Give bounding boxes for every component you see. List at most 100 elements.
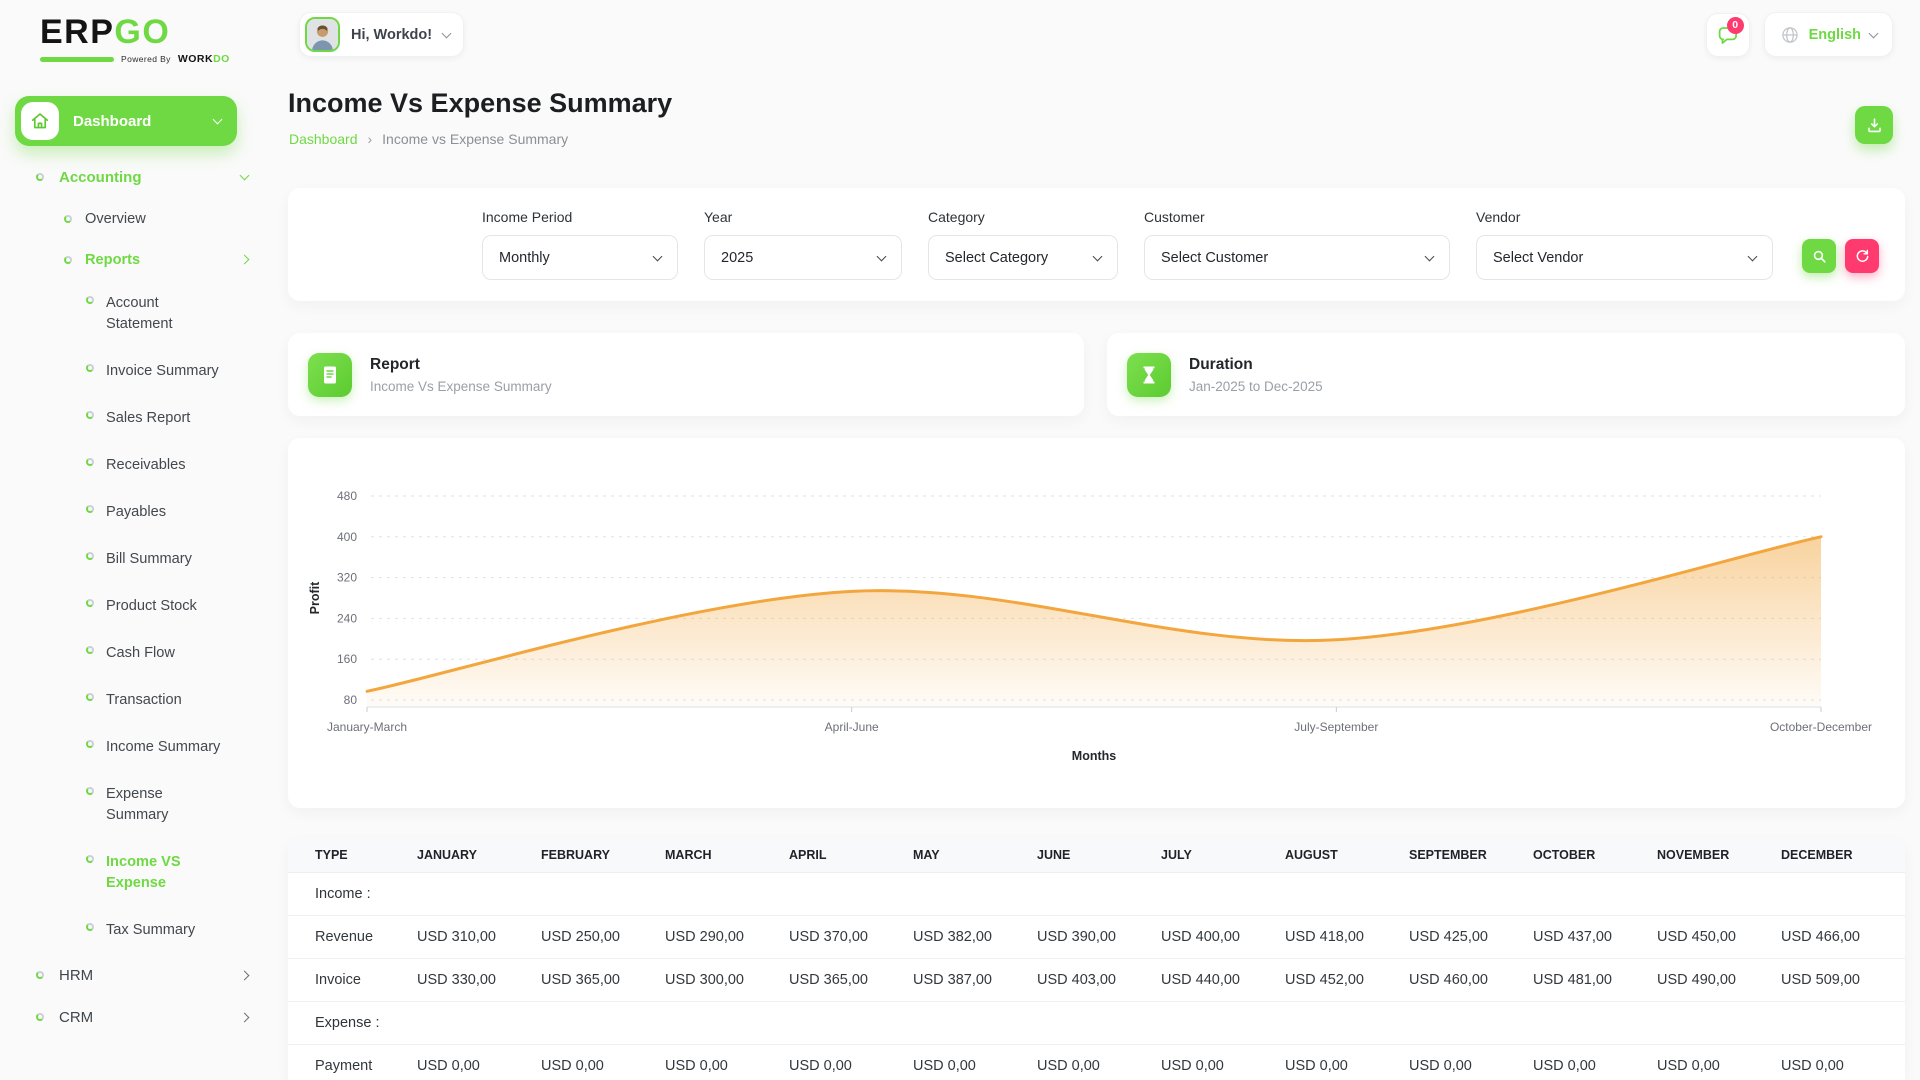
sidebar-item-label: Invoice Summary <box>106 363 219 379</box>
refresh-icon <box>1856 249 1868 262</box>
sidebar-item-income-summary[interactable]: Income Summary <box>0 724 270 771</box>
svg-text:July-September: July-September <box>1294 720 1378 734</box>
sidebar-item-crm[interactable]: CRM <box>0 996 270 1038</box>
card-title: Duration <box>1189 355 1253 373</box>
table-cell: USD 460,00 <box>1409 958 1533 1002</box>
vendor-select[interactable]: Select Vendor <box>1476 235 1773 280</box>
sidebar-nav: Accounting Overview Reports Account Stat… <box>0 156 270 1038</box>
card-subtitle: Jan-2025 to Dec-2025 <box>1189 378 1323 394</box>
sidebar-item-income-vs-expense[interactable]: Income VS Expense <box>0 839 270 907</box>
table-header: MAY <box>913 838 1037 873</box>
year-select[interactable]: 2025 <box>704 235 902 280</box>
sidebar-item-invoice-summary[interactable]: Invoice Summary <box>0 348 270 395</box>
language-selector[interactable]: English <box>1763 12 1893 57</box>
bullet-icon <box>86 599 94 607</box>
table-cell: USD 425,00 <box>1409 915 1533 959</box>
table-cell: USD 400,00 <box>1161 915 1285 959</box>
export-button[interactable] <box>1855 106 1893 144</box>
bullet-icon <box>86 855 94 863</box>
table-header: DECEMBER <box>1781 838 1905 873</box>
table-cell: USD 0,00 <box>1161 1044 1285 1080</box>
filter-label: Category <box>928 209 985 225</box>
table-cell: USD 0,00 <box>1285 1044 1409 1080</box>
table-section-row: Income : <box>288 872 1905 916</box>
chevron-down-icon <box>1424 251 1435 261</box>
table-row: Payment USD 0,00 USD 0,00 USD 0,00 USD 0,00 U… <box>288 1044 1905 1080</box>
bullet-icon <box>86 296 94 304</box>
chart-panel: 80 160 240 320 400 480 January-March April-June… <box>288 438 1905 808</box>
category-select[interactable]: Select Category <box>928 235 1118 280</box>
sidebar-item-label: Transaction <box>106 692 182 708</box>
table-cell: USD 370,00 <box>789 915 913 959</box>
sidebar-item-cash-flow[interactable]: Cash Flow <box>0 630 270 677</box>
greeting-label: Hi, Workdo! <box>351 26 433 43</box>
bullet-icon <box>86 458 94 466</box>
sidebar-item-receivables[interactable]: Receivables <box>0 442 270 489</box>
user-menu[interactable]: Hi, Workdo! <box>299 12 465 57</box>
page-title: Income Vs Expense Summary <box>288 88 673 118</box>
sidebar-item-transaction[interactable]: Transaction <box>0 677 270 724</box>
table-cell: USD 0,00 <box>1781 1044 1905 1080</box>
filter-label: Customer <box>1144 209 1205 225</box>
sidebar-item-label: Payables <box>106 504 167 520</box>
svg-text:January-March: January-March <box>327 720 407 734</box>
breadcrumb-dashboard-link[interactable]: Dashboard <box>289 131 358 147</box>
table-section-label: Income : <box>288 872 1905 916</box>
customer-select[interactable]: Select Customer <box>1144 235 1450 280</box>
sidebar-item-account-statement[interactable]: Account Statement <box>0 280 270 348</box>
table-cell: USD 330,00 <box>417 958 541 1002</box>
sidebar-item-accounting[interactable]: Accounting <box>0 156 270 198</box>
notifications-button[interactable]: 0 <box>1705 12 1750 57</box>
sidebar-item-payables[interactable]: Payables <box>0 489 270 536</box>
table-cell: USD 490,00 <box>1657 958 1781 1002</box>
sidebar-item-overview[interactable]: Overview <box>0 198 270 239</box>
bullet-icon <box>86 552 94 560</box>
table-cell: USD 365,00 <box>789 958 913 1002</box>
selected-value: 2025 <box>721 249 754 266</box>
brand-logo[interactable]: ERPGO Powered By WORKDO <box>40 14 230 65</box>
table-cell: USD 403,00 <box>1037 958 1161 1002</box>
table-cell: USD 300,00 <box>665 958 789 1002</box>
sidebar-item-dashboard[interactable]: Dashboard <box>15 96 237 146</box>
table-row-label: Invoice <box>288 958 417 1002</box>
table-cell: USD 450,00 <box>1657 915 1781 959</box>
sidebar-item-label: Reports <box>85 251 141 268</box>
table-cell: USD 382,00 <box>913 915 1037 959</box>
table-header: JULY <box>1161 838 1285 873</box>
table-cell: USD 290,00 <box>665 915 789 959</box>
table-row-label: Payment <box>288 1044 417 1080</box>
sidebar-item-hrm[interactable]: HRM <box>0 954 270 996</box>
bullet-icon <box>86 787 94 795</box>
income-period-select[interactable]: Monthly <box>482 235 678 280</box>
table-cell: USD 0,00 <box>1533 1044 1657 1080</box>
document-icon <box>308 352 352 397</box>
table-header: APRIL <box>789 838 913 873</box>
reset-button[interactable] <box>1845 239 1879 273</box>
sidebar-item-bill-summary[interactable]: Bill Summary <box>0 536 270 583</box>
breadcrumb: Dashboard › Income vs Expense Summary <box>289 131 568 147</box>
sidebar-item-expense-summary[interactable]: Expense Summary <box>0 771 270 839</box>
table-header: AUGUST <box>1285 838 1409 873</box>
filter-customer: Customer Select Customer <box>1144 209 1450 280</box>
sidebar-item-label: Overview <box>85 210 146 227</box>
bullet-icon <box>36 1013 44 1021</box>
sidebar-item-sales-report[interactable]: Sales Report <box>0 395 270 442</box>
powered-by-label: Powered By <box>121 54 171 64</box>
table-row: Invoice USD 330,00 USD 365,00 USD 300,00 USD… <box>288 958 1905 1002</box>
table-row-label: Revenue <box>288 915 417 959</box>
search-button[interactable] <box>1802 239 1836 273</box>
sidebar-item-tax-summary[interactable]: Tax Summary <box>0 907 270 954</box>
globe-icon <box>1781 26 1798 43</box>
bullet-icon <box>86 505 94 513</box>
table-cell: USD 452,00 <box>1285 958 1409 1002</box>
svg-text:400: 400 <box>337 530 357 544</box>
sidebar-item-label: Tax Summary <box>106 922 196 938</box>
filter-income-period: Income Period Monthly <box>482 209 678 280</box>
sidebar-item-label: Income Summary <box>106 739 221 755</box>
chevron-right-icon <box>239 254 250 265</box>
sidebar-item-product-stock[interactable]: Product Stock <box>0 583 270 630</box>
bullet-icon <box>64 214 72 223</box>
sidebar-item-reports[interactable]: Reports <box>0 239 270 280</box>
bullet-icon <box>86 923 94 931</box>
selected-value: Select Customer <box>1161 249 1269 266</box>
